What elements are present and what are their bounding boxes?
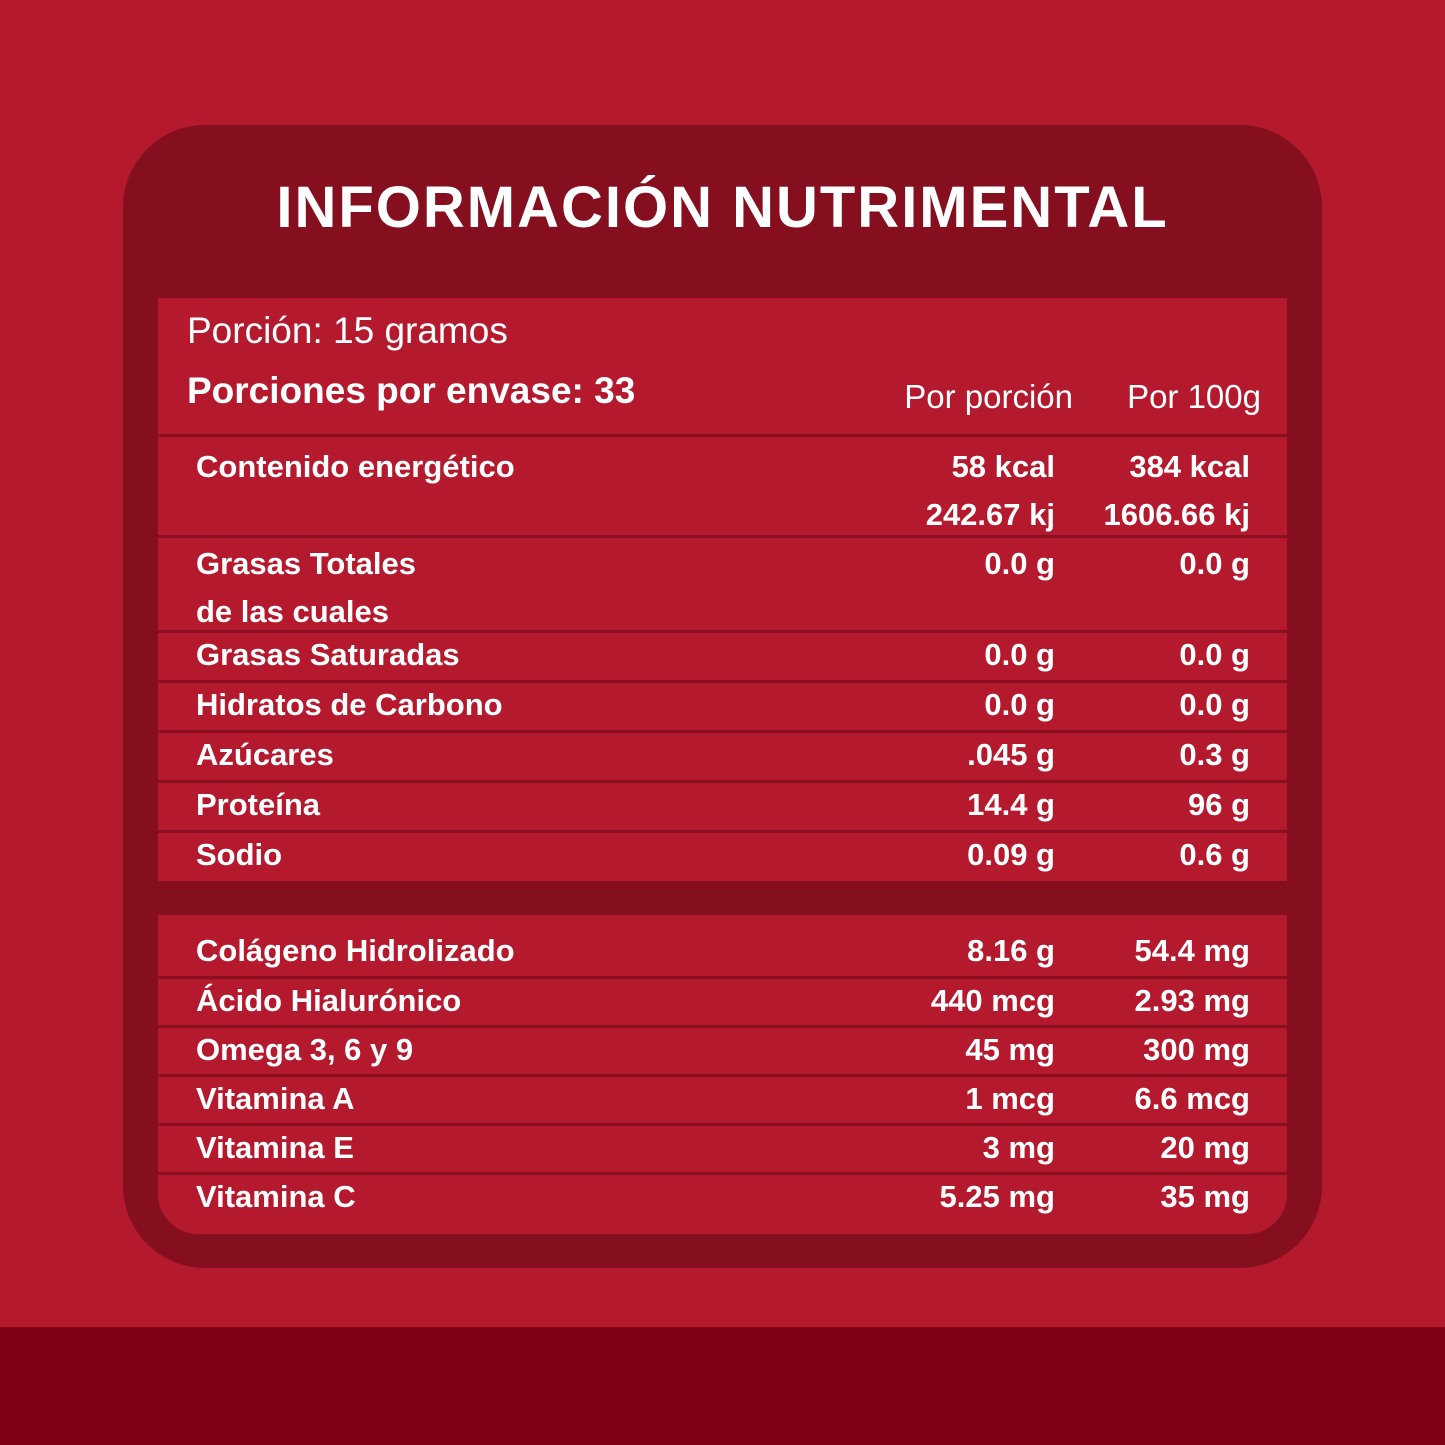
- value-per-100g: 300 mg: [1143, 1032, 1250, 1067]
- nutrient-label: Colágeno Hidrolizado: [196, 933, 515, 968]
- supplements-table: Colágeno Hidrolizado 8.16 g 54.4 mg Ácid…: [158, 915, 1287, 1234]
- nutrient-label: Grasas Saturadas: [196, 637, 460, 672]
- value-per-serving: 0.0 g: [984, 637, 1055, 672]
- table-row: Grasas Totales de las cuales 0.0 g 0.0 g: [158, 535, 1287, 630]
- value-per-serving: .045 g: [967, 737, 1055, 772]
- column-header-per-100g: Por 100g: [1127, 378, 1261, 415]
- value-per-serving: 3 mg: [982, 1130, 1055, 1165]
- value-per-100g: 384 kcal: [1129, 449, 1250, 484]
- value-per-100g: 2.93 mg: [1134, 983, 1250, 1018]
- table-row: Grasas Saturadas 0.0 g 0.0 g: [158, 630, 1287, 680]
- value-per-100g: 0.0 g: [1179, 637, 1250, 672]
- value-per-serving: 0.09 g: [967, 837, 1055, 872]
- table-row: Colágeno Hidrolizado 8.16 g 54.4 mg: [158, 915, 1287, 976]
- value-per-serving-kj: 242.67 kj: [925, 497, 1055, 532]
- value-per-serving: 0.0 g: [984, 687, 1055, 722]
- nutrient-label: Sodio: [196, 837, 283, 872]
- table-row: Ácido Hialurónico 440 mcg 2.93 mg: [158, 976, 1287, 1025]
- bottom-strip: [0, 1327, 1445, 1445]
- value-per-serving: 5.25 mg: [939, 1179, 1055, 1214]
- value-per-100g: 20 mg: [1160, 1130, 1250, 1165]
- value-per-serving: 440 mcg: [930, 983, 1055, 1018]
- nutrient-label: Ácido Hialurónico: [196, 983, 462, 1018]
- table-row: Sodio 0.09 g 0.6 g: [158, 830, 1287, 881]
- table-row: Vitamina C 5.25 mg 35 mg: [158, 1172, 1287, 1234]
- value-per-serving: 58 kcal: [951, 449, 1055, 484]
- nutrient-label: Azúcares: [196, 737, 334, 772]
- nutrient-label: Hidratos de Carbono: [196, 687, 503, 722]
- column-header-per-serving: Por porción: [904, 378, 1073, 415]
- value-per-100g: 0.0 g: [1179, 546, 1250, 581]
- table-row: Hidratos de Carbono 0.0 g 0.0 g: [158, 680, 1287, 730]
- value-per-serving: 1 mcg: [965, 1081, 1055, 1116]
- nutrient-label: Omega 3, 6 y 9: [196, 1032, 414, 1067]
- value-per-serving: 14.4 g: [967, 787, 1055, 822]
- value-per-100g: 54.4 mg: [1134, 933, 1250, 968]
- nutrient-label: Vitamina C: [196, 1179, 356, 1214]
- value-per-100g: 0.3 g: [1179, 737, 1250, 772]
- value-per-100g-kj: 1606.66 kj: [1103, 497, 1250, 532]
- table-row: Contenido energético 58 kcal 384 kcal 24…: [158, 434, 1287, 535]
- portion-size: Porción: 15 gramos: [187, 310, 508, 351]
- value-per-serving: 8.16 g: [967, 933, 1055, 968]
- value-per-100g: 96 g: [1187, 787, 1250, 822]
- value-per-100g: 35 mg: [1160, 1179, 1250, 1214]
- value-per-serving: 45 mg: [965, 1032, 1055, 1067]
- page-title: INFORMACIÓN NUTRIMENTAL: [276, 175, 1169, 240]
- nutrient-label: Vitamina E: [196, 1130, 354, 1165]
- table-row: Azúcares .045 g 0.3 g: [158, 730, 1287, 780]
- nutrient-sublabel: de las cuales: [196, 594, 390, 629]
- value-per-100g: 0.0 g: [1179, 687, 1250, 722]
- servings-per-container: Porciones por envase: 33: [187, 370, 636, 411]
- nutrient-label: Grasas Totales: [196, 546, 416, 581]
- nutrition-table: Porción: 15 gramos Porciones por envase:…: [158, 298, 1287, 881]
- serving-header: Porción: 15 gramos Porciones por envase:…: [158, 298, 1287, 434]
- value-per-100g: 0.6 g: [1179, 837, 1250, 872]
- value-per-serving: 0.0 g: [984, 546, 1055, 581]
- table-row: Omega 3, 6 y 9 45 mg 300 mg: [158, 1025, 1287, 1074]
- table-row: Vitamina E 3 mg 20 mg: [158, 1123, 1287, 1172]
- nutrient-label: Contenido energético: [196, 449, 515, 484]
- nutrient-label: Proteína: [196, 787, 321, 822]
- table-row: Proteína 14.4 g 96 g: [158, 780, 1287, 830]
- nutrient-label: Vitamina A: [196, 1081, 355, 1116]
- value-per-100g: 6.6 mcg: [1134, 1081, 1250, 1116]
- table-row: Vitamina A 1 mcg 6.6 mcg: [158, 1074, 1287, 1123]
